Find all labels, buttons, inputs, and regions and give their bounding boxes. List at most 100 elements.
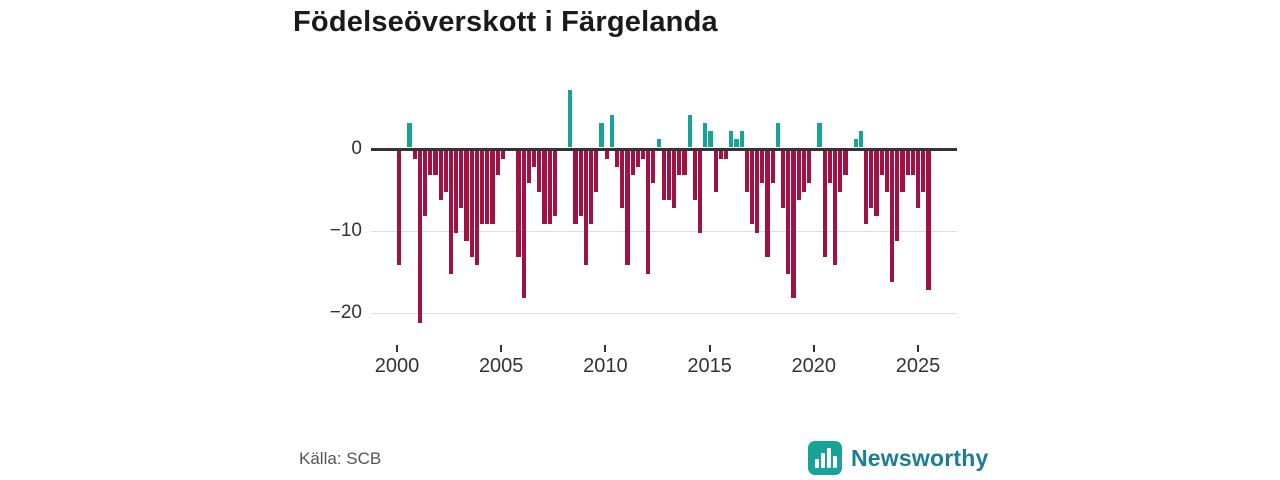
- bar-negative: [422, 150, 428, 217]
- x-axis-label: 2025: [895, 355, 941, 377]
- chart-title: Födelseöverskott i Färgelanda: [293, 6, 718, 38]
- bar-positive: [687, 114, 692, 148]
- x-tick-mark: [604, 345, 607, 352]
- x-axis-label: 2005: [478, 355, 524, 377]
- x-tick-mark: [396, 345, 398, 352]
- bar-negative: [433, 150, 438, 176]
- bar-negative: [521, 150, 526, 299]
- bar-positive: [729, 131, 734, 148]
- bar-negative: [397, 150, 402, 266]
- bar-negative: [516, 150, 521, 258]
- bar-negative: [417, 150, 422, 323]
- bar-positive: [853, 139, 858, 148]
- bar-negative: [640, 150, 646, 159]
- bar-negative: [469, 150, 474, 258]
- bar-negative: [916, 150, 921, 208]
- bar-negative: [692, 150, 698, 200]
- bar-negative: [786, 150, 791, 274]
- y-gridline: [371, 313, 957, 314]
- bar-negative: [614, 150, 620, 167]
- bar-negative: [589, 150, 594, 225]
- y-axis-label: −10: [329, 220, 362, 241]
- x-axis-label: 2010: [583, 355, 628, 377]
- bar-negative: [895, 150, 900, 241]
- bar-negative: [864, 150, 869, 225]
- bar-negative: [438, 150, 443, 200]
- bar-negative: [552, 150, 557, 217]
- bar-negative: [485, 150, 490, 225]
- bar-negative: [718, 150, 723, 159]
- bar-negative: [884, 150, 890, 192]
- bar-negative: [781, 150, 786, 208]
- x-axis-label: 2015: [687, 355, 732, 377]
- bar-negative: [796, 150, 801, 200]
- bar-negative: [480, 150, 485, 225]
- bar-negative: [921, 150, 926, 192]
- bar-negative: [630, 150, 635, 176]
- bar-negative: [905, 150, 910, 176]
- bar-negative: [625, 150, 630, 266]
- bar-negative: [651, 150, 656, 184]
- bar-negative: [661, 150, 666, 200]
- bar-negative: [495, 150, 500, 176]
- bar-negative: [454, 150, 459, 233]
- bar-positive: [739, 131, 744, 148]
- logo-wordmark: Newsworthy: [851, 444, 989, 471]
- x-tick-mark: [812, 345, 815, 352]
- bar-positive: [568, 90, 573, 148]
- bar-negative: [749, 150, 755, 225]
- bar-negative: [744, 150, 749, 192]
- bar-negative: [620, 150, 625, 208]
- bar-negative: [869, 150, 874, 208]
- bar-positive: [656, 139, 661, 148]
- bar-negative: [807, 150, 812, 184]
- y-axis-label: 0: [351, 138, 362, 159]
- bar-negative: [583, 150, 589, 266]
- bar-negative: [890, 150, 895, 282]
- x-axis-line: [371, 147, 957, 151]
- bar-negative: [412, 150, 417, 159]
- bar-positive: [703, 122, 708, 148]
- y-axis-label: −20: [329, 302, 362, 323]
- bar-negative: [910, 150, 915, 176]
- bar-negative: [594, 150, 599, 192]
- bar-negative: [443, 150, 448, 192]
- bar-negative: [666, 150, 672, 200]
- bar-negative: [428, 150, 433, 176]
- bar-negative: [448, 150, 454, 274]
- bar-negative: [490, 150, 495, 225]
- x-tick-mark: [500, 345, 503, 352]
- bar-negative: [677, 150, 682, 176]
- bar-negative: [464, 150, 469, 241]
- bar-negative: [801, 150, 806, 192]
- bar-negative: [760, 150, 765, 184]
- bar-negative: [500, 150, 505, 159]
- bar-positive: [858, 131, 864, 148]
- bar-positive: [599, 122, 604, 148]
- newsworthy-logo: Newsworthy: [808, 441, 988, 475]
- bar-negative: [672, 150, 677, 208]
- bar-negative: [765, 150, 770, 258]
- bar-negative: [843, 150, 848, 176]
- bar-negative: [770, 150, 775, 184]
- bar-positive: [734, 139, 739, 148]
- bar-negative: [926, 150, 931, 290]
- y-gridline: [371, 231, 957, 232]
- x-tick-mark: [708, 345, 711, 352]
- x-axis-label: 2020: [791, 355, 837, 377]
- x-tick-mark: [917, 345, 919, 352]
- bar-negative: [537, 150, 542, 192]
- bar-negative: [832, 150, 838, 266]
- bar-negative: [723, 150, 729, 159]
- bar-negative: [635, 150, 640, 167]
- bar-negative: [542, 150, 547, 225]
- bar-positive: [407, 122, 412, 148]
- bar-chart-icon: [808, 441, 842, 475]
- x-axis-label: 2000: [374, 355, 420, 377]
- bar-negative: [646, 150, 651, 274]
- bar-negative: [459, 150, 464, 208]
- bar-negative: [531, 150, 537, 167]
- bar-positive: [817, 122, 822, 148]
- bar-positive: [708, 131, 713, 148]
